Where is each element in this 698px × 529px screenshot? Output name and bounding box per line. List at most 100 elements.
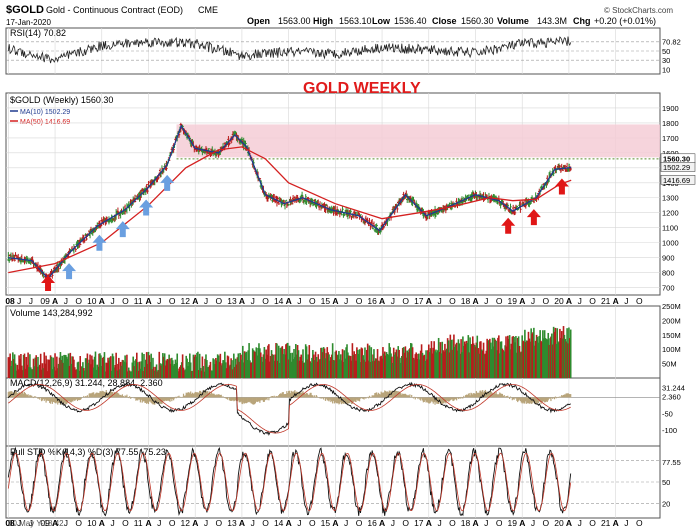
volume-bar [234,358,237,378]
macd-histogram-bar [95,392,97,398]
macd-histogram-bar [56,397,58,403]
volume-bar [398,349,400,378]
volume-bar [410,343,413,378]
volume-bar [275,343,277,378]
volume-bar [60,359,63,378]
macd-histogram-bar [250,397,252,404]
volume-bar [485,350,488,378]
volume-bar [102,356,105,378]
macd-histogram-bar [552,397,554,399]
volume-bar [19,358,21,378]
volume-bar [103,352,106,378]
volume-bar [347,352,349,378]
high-label: High [313,16,333,26]
macd-histogram-bar [150,397,152,403]
volume-bar [489,342,492,378]
macd-histogram-bar [360,397,362,399]
x-tick-label-bottom: 16 [367,518,377,528]
macd-histogram-bar [41,397,44,401]
volume-bar [249,360,251,378]
volume-bar [36,366,38,378]
volume-bar [285,344,287,378]
volume-bar [464,344,467,378]
macd-histogram-bar [403,393,405,398]
macd-histogram-bar [29,394,31,398]
volume-bar [471,343,473,378]
volume-bar [216,354,219,378]
volume-bar [549,338,551,378]
volume-bar [97,366,99,378]
macd-histogram-bar [208,392,210,398]
volume-bar [106,362,108,378]
x-tick-label: 21 [601,296,611,306]
volume-bar [422,355,425,378]
macd-histogram-bar [434,397,436,405]
volume-bar [113,367,116,378]
volume-bar [279,348,282,378]
macd-histogram-bar [491,393,494,398]
volume-bar [10,366,12,378]
macd-histogram-bar [103,391,106,398]
volume-bar [277,360,279,378]
volume-bar [131,362,134,378]
volume-bar [272,354,275,378]
volume-bar [361,348,364,378]
volume-bar [523,341,525,378]
volume-bar [551,333,553,378]
volume-bar [286,343,288,378]
macd-histogram-bar [451,397,453,400]
volume-bar [363,359,365,378]
volume-bar [356,349,359,378]
macd-histogram-bar [419,397,421,400]
volume-bar [370,347,373,378]
macd-histogram-bar [112,393,115,398]
volume-bar [307,354,310,378]
x-tick-label: O [75,296,82,306]
ma50-legend: MA(50) 1416.69 [20,119,70,126]
macd-histogram-bar [268,397,270,401]
macd-histogram-bar [338,397,340,405]
volume-bar [390,353,392,378]
volume-bar [521,335,523,378]
macd-histogram-bar [497,394,499,398]
volume-bar [65,355,67,378]
volume-bar [33,366,36,378]
volume-bar [90,364,92,378]
macd-histogram-bar [189,393,191,398]
macd-histogram-bar [151,397,153,404]
volume-bar [336,355,338,378]
macd-histogram-bar [226,397,228,399]
volume-bar [546,339,549,378]
macd-histogram-bar [528,397,530,404]
volume-bar [420,344,423,378]
macd-histogram-bar [232,397,234,400]
volume-bar [252,350,255,378]
volume-bar [21,365,23,378]
macd-histogram-bar [50,397,53,402]
macd-histogram-bar [339,397,341,404]
volume-bar [202,366,205,378]
price-tick-label: 1100 [662,224,678,233]
volume-bar [340,360,343,378]
macd-histogram-bar [500,393,502,398]
macd-histogram-bar [145,397,147,404]
x-tick-label: O [449,296,456,306]
macd-histogram-bar [197,392,199,398]
macd-histogram-bar [341,397,343,405]
blue-up-arrow [92,234,107,251]
macd-histogram-bar [146,397,149,403]
volume-bar [172,365,175,378]
volume-bar [93,356,96,378]
volume-bar [342,361,345,378]
macd-histogram-bar [424,397,426,401]
macd-histogram-bar [382,392,384,398]
volume-bar [303,362,306,378]
volume-bar [293,348,295,378]
volume-bar [548,344,550,378]
volume-bar [516,337,519,378]
volume-bar [251,348,254,378]
volume-bar [538,335,541,378]
macd-histogram-bar [297,392,300,398]
volume-bar [154,366,157,378]
